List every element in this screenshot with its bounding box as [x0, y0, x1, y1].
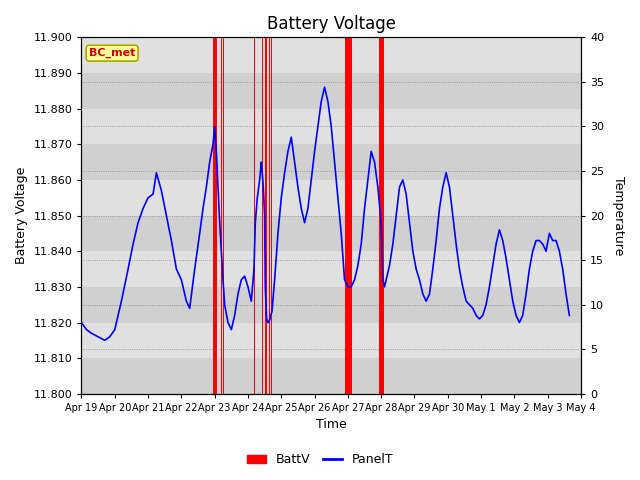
Bar [378, 37, 384, 394]
Bar [81, 216, 581, 251]
Bar [81, 358, 581, 394]
Bar [269, 37, 270, 394]
Title: Battery Voltage: Battery Voltage [267, 15, 396, 33]
Y-axis label: Temperature: Temperature [612, 176, 625, 255]
Bar [81, 37, 581, 73]
Bar [81, 251, 581, 287]
Bar [266, 37, 268, 394]
Bar [81, 287, 581, 323]
Bar [81, 144, 581, 180]
X-axis label: Time: Time [316, 419, 347, 432]
Bar [221, 37, 222, 394]
Bar [81, 108, 581, 144]
Bar [262, 37, 263, 394]
Bar [81, 73, 581, 108]
Text: BC_met: BC_met [89, 48, 135, 58]
Bar [81, 180, 581, 216]
Legend: BattV, PanelT: BattV, PanelT [242, 448, 398, 471]
Bar [213, 37, 218, 394]
Bar [81, 323, 581, 358]
Bar [345, 37, 352, 394]
Y-axis label: Battery Voltage: Battery Voltage [15, 167, 28, 264]
Bar [254, 37, 255, 394]
Bar [271, 37, 272, 394]
Bar [223, 37, 224, 394]
